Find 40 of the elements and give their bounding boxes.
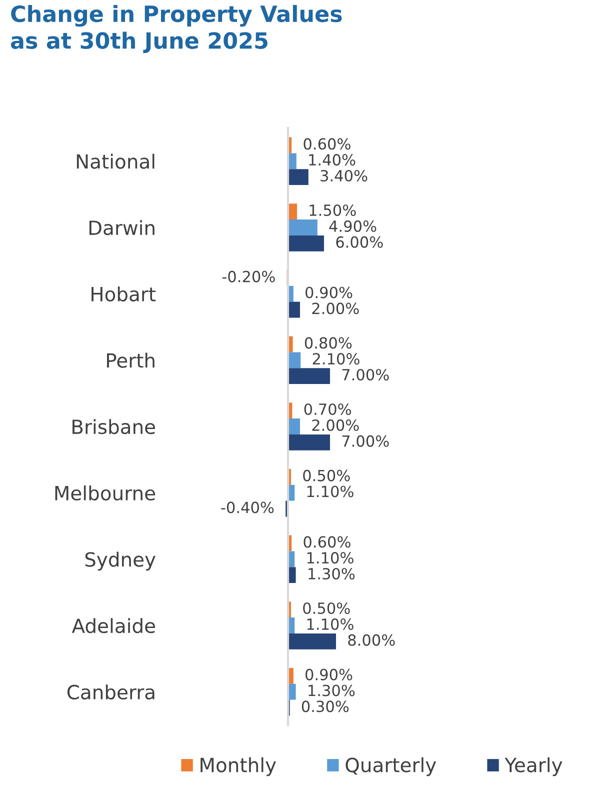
y-tick-label: Perth xyxy=(107,352,154,368)
y-tick-label: Adelaide xyxy=(72,618,156,634)
chart-title: Change in Property Values as at 30th June 2025 xyxy=(10,5,342,54)
data-label: 0.50% xyxy=(303,470,350,482)
data-label: 7.00% xyxy=(342,435,389,447)
data-label: 1.30% xyxy=(308,568,355,580)
data-label: 4.90% xyxy=(329,220,376,232)
data-label: 8.00% xyxy=(348,634,395,646)
data-label: 6.00% xyxy=(336,236,383,248)
y-tick-label: National xyxy=(76,154,154,169)
y-tick-label: Melbourne xyxy=(55,485,156,500)
legend-label: Yearly xyxy=(504,757,562,776)
data-label: -0.20% xyxy=(222,270,275,282)
legend-label: Monthly xyxy=(200,757,276,776)
data-label: 0.60% xyxy=(304,138,350,150)
legend-label: Quarterly xyxy=(346,757,436,776)
data-label: 2.00% xyxy=(312,419,359,431)
data-label: 1.40% xyxy=(309,154,356,166)
data-label: 0.90% xyxy=(306,286,352,298)
data-label: 1.10% xyxy=(307,486,354,498)
y-tick-label: Canberra xyxy=(67,684,154,700)
data-label: 7.00% xyxy=(342,368,389,381)
data-label: 0.90% xyxy=(306,668,352,680)
data-label: -0.40% xyxy=(221,502,274,514)
data-label: 0.70% xyxy=(304,403,351,416)
data-label: 0.60% xyxy=(304,536,350,548)
data-label: 0.30% xyxy=(302,700,349,712)
data-label: 0.50% xyxy=(303,602,350,614)
y-tick-label: Brisbane xyxy=(72,419,156,434)
y-tick-label: Sydney xyxy=(85,552,156,571)
data-label: 0.80% xyxy=(304,337,352,349)
y-tick-label: Hobart xyxy=(92,286,156,302)
data-label: 1.50% xyxy=(310,204,356,216)
data-label: 1.10% xyxy=(307,618,354,630)
data-label: 2.00% xyxy=(312,302,359,314)
data-label: 2.10% xyxy=(312,353,360,365)
data-label: 1.30% xyxy=(308,684,355,696)
data-label: 3.40% xyxy=(320,170,368,182)
y-tick-label: Darwin xyxy=(89,220,154,236)
data-label: 1.10% xyxy=(307,552,354,564)
